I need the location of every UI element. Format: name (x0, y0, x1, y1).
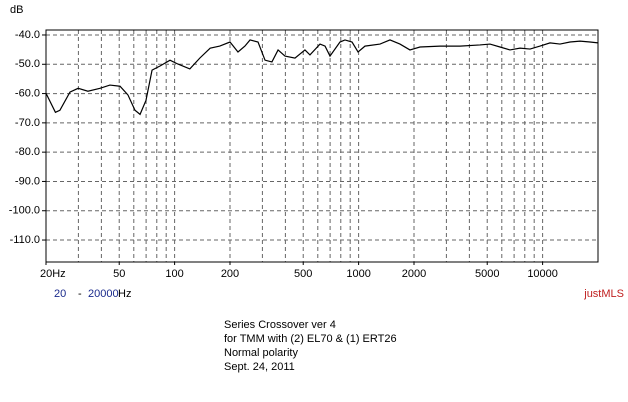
x-tick-label: 10000 (527, 268, 558, 280)
x-tick-label: 1000 (346, 268, 370, 280)
x-tick-label: 50 (113, 268, 125, 280)
response-line (45, 39, 599, 116)
y-tick-label: -70.0 (15, 117, 40, 129)
y-tick-label: -60.0 (15, 87, 40, 99)
y-tick-label: -80.0 (15, 146, 40, 158)
y-tick-label: -110.0 (10, 234, 40, 246)
range-end: 20000 (88, 288, 119, 300)
plot-frame (45, 29, 599, 263)
brand: justMLS (583, 288, 624, 300)
range-start: 20 (54, 288, 66, 300)
note: Normal polarity (224, 347, 298, 359)
x-tick-label: 5000 (475, 268, 499, 280)
y-tick-label: -90.0 (15, 175, 40, 187)
y-tick-label: -100.0 (9, 205, 40, 217)
x-tick-label: 500 (294, 268, 312, 280)
range-sep: - (78, 288, 82, 300)
y-axis-label: dB (10, 4, 23, 16)
range-unit: Hz (118, 288, 131, 300)
x-tick-label: 100 (165, 268, 183, 280)
x-tick-label: 2000 (402, 268, 426, 280)
y-tick-label: -40.0 (15, 29, 40, 41)
note: for TMM with (2) EL70 & (1) ERT26 (224, 333, 397, 345)
x-tick-label: 20Hz (40, 268, 66, 280)
x-tick-label: 200 (221, 268, 239, 280)
note: Sept. 24, 2011 (224, 361, 295, 373)
note: Series Crossover ver 4 (224, 319, 336, 331)
y-tick-label: -50.0 (15, 58, 40, 70)
